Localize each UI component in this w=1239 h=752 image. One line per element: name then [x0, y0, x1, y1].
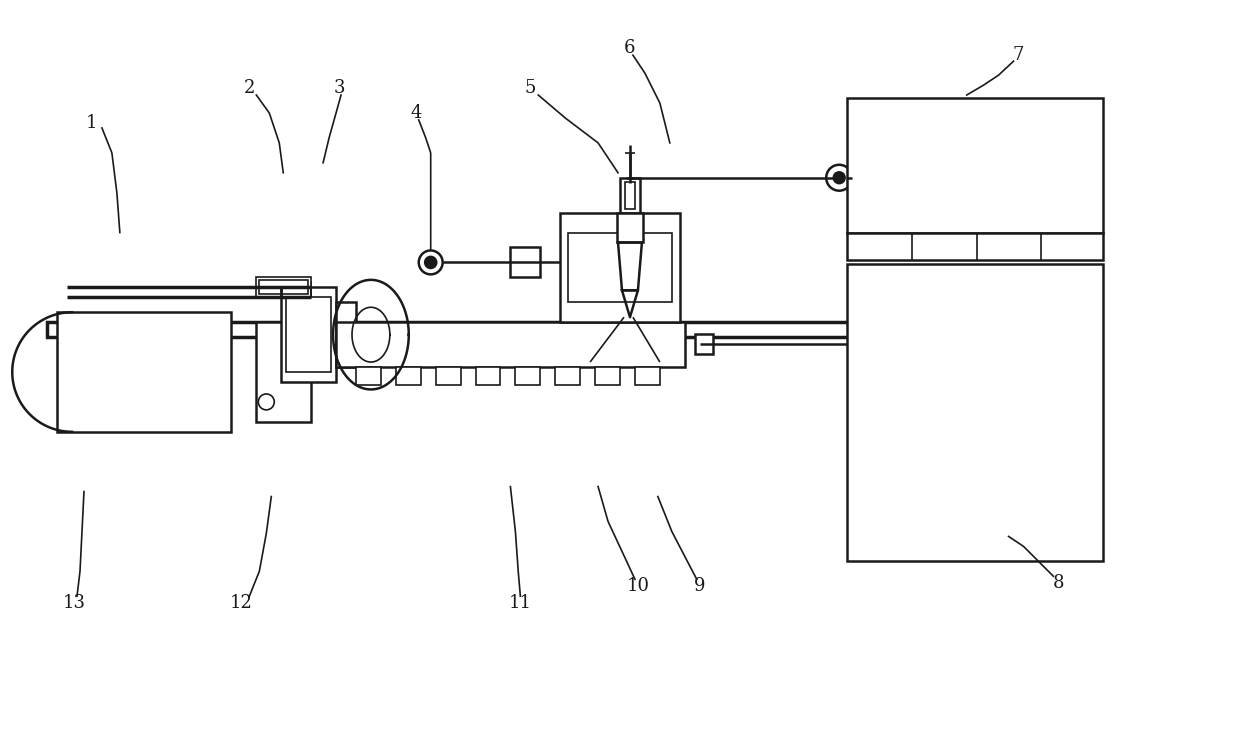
Bar [395, 367, 421, 385]
Text: 2: 2 [244, 79, 255, 97]
Text: 11: 11 [509, 594, 532, 612]
Circle shape [425, 256, 436, 268]
Text: 10: 10 [627, 578, 649, 596]
Text: 6: 6 [624, 39, 636, 57]
Bar [634, 367, 660, 385]
Bar [617, 213, 643, 242]
Bar [624, 182, 634, 208]
Bar [847, 232, 1103, 260]
Bar [510, 247, 540, 277]
Text: 12: 12 [230, 594, 253, 612]
Bar [356, 367, 380, 385]
Bar [281, 282, 311, 297]
Bar [256, 322, 311, 422]
Bar [695, 334, 712, 354]
Bar [47, 322, 869, 337]
Bar [847, 98, 1103, 232]
Text: 3: 3 [333, 79, 344, 97]
Bar [476, 367, 501, 385]
Text: 1: 1 [87, 114, 98, 132]
Bar [259, 280, 309, 294]
Bar [560, 213, 680, 322]
Bar [620, 177, 639, 213]
Bar [569, 232, 672, 302]
Bar [595, 367, 620, 385]
Bar [336, 322, 685, 367]
Text: 4: 4 [410, 104, 421, 122]
Bar [555, 367, 580, 385]
Bar [57, 312, 232, 432]
Text: 8: 8 [1053, 575, 1064, 593]
Bar [336, 302, 356, 367]
Bar [286, 297, 331, 372]
Text: 9: 9 [694, 578, 705, 596]
Bar [847, 265, 1103, 561]
Text: 13: 13 [62, 594, 85, 612]
Text: 7: 7 [1012, 46, 1025, 64]
Bar [256, 277, 311, 297]
Bar [281, 287, 336, 382]
Text: 5: 5 [524, 79, 536, 97]
Circle shape [833, 171, 845, 183]
Bar [436, 367, 461, 385]
Bar [515, 367, 540, 385]
